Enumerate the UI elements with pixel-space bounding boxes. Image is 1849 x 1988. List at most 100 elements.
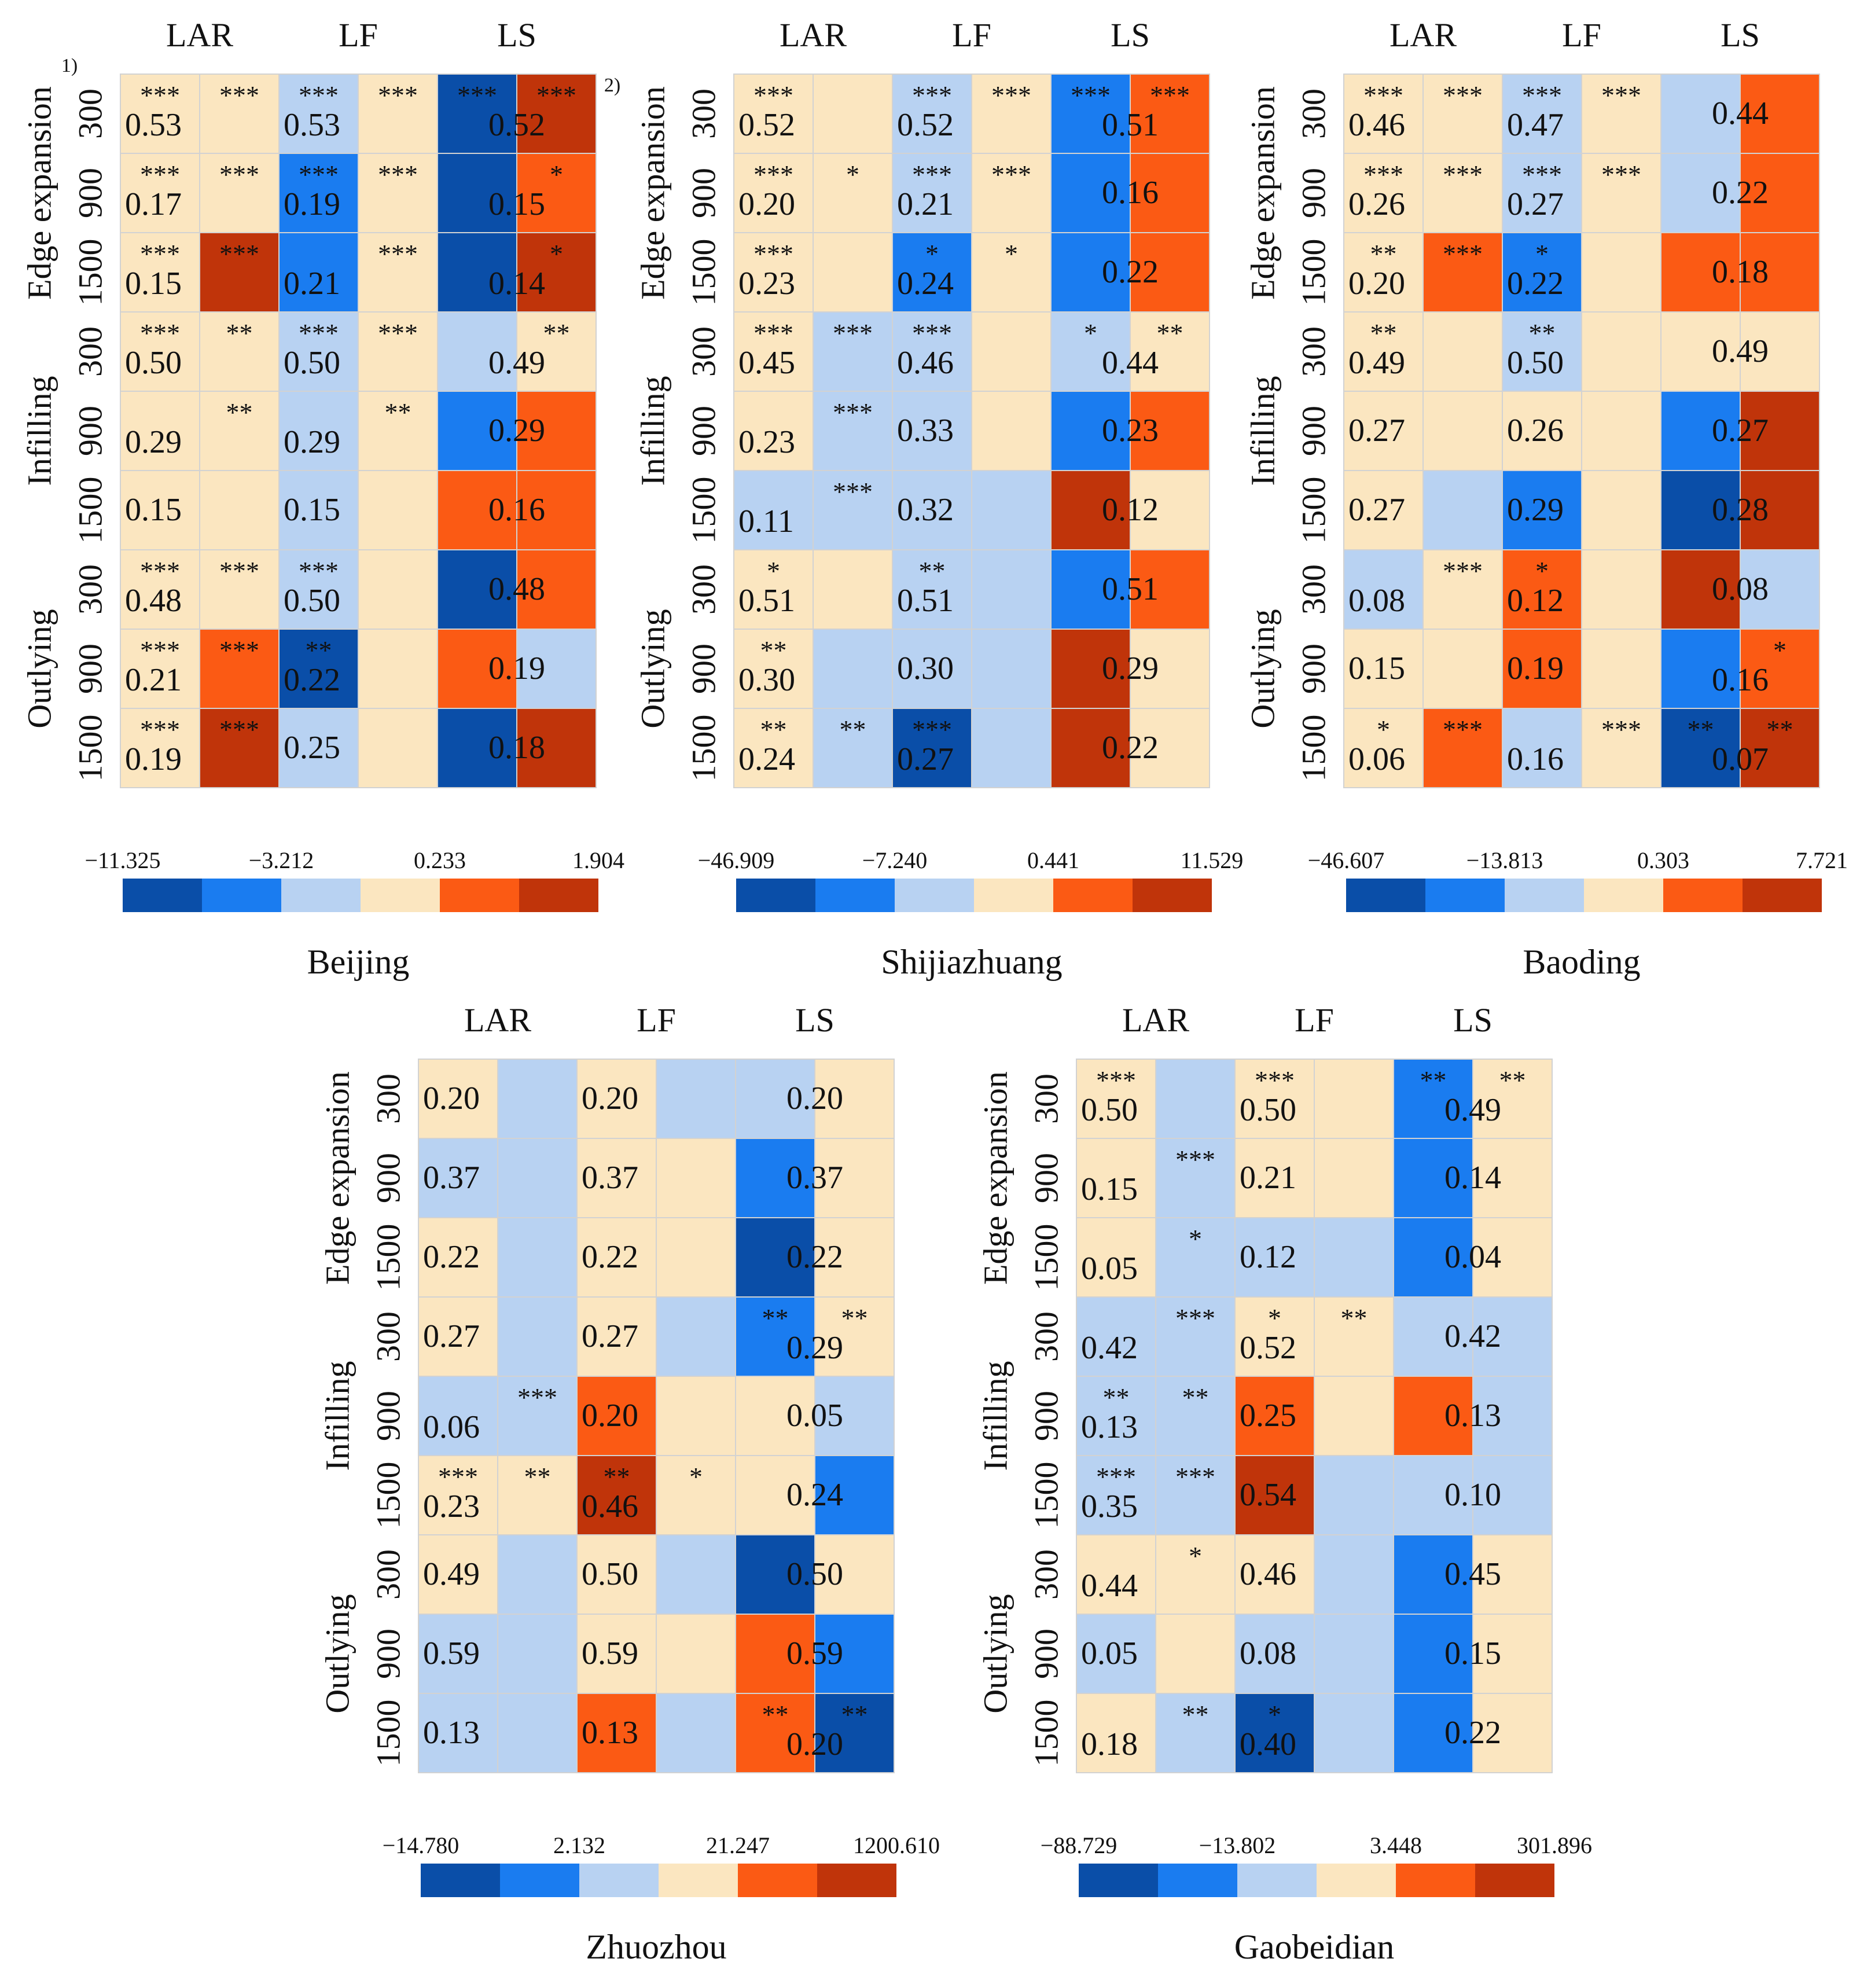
correlation-value: 0.15 <box>1348 651 1405 686</box>
heatmap-cell <box>120 629 200 709</box>
correlation-value: 0.29 <box>284 424 340 460</box>
significance-stars: * <box>1773 635 1786 665</box>
significance-stars: * <box>1005 239 1018 269</box>
distance-label: 1500 <box>1028 1700 1065 1767</box>
correlation-value: 0.23 <box>738 424 795 460</box>
heatmap-cell <box>437 391 517 471</box>
correlation-value: 0.50 <box>1240 1092 1296 1128</box>
heatmap-cell <box>814 1217 895 1298</box>
significance-stars: * <box>1189 1541 1202 1571</box>
heatmap-cell <box>813 629 893 709</box>
heatmap-cell <box>1343 629 1424 709</box>
significance-stars: *** <box>1175 1303 1215 1333</box>
correlation-value: 0.12 <box>1102 492 1159 528</box>
legend-swatch <box>1584 879 1663 912</box>
significance-stars: *** <box>299 80 339 110</box>
group-label: Outlying <box>1244 609 1282 728</box>
heatmap-cell <box>576 1534 657 1615</box>
distance-label: 900 <box>1028 1391 1065 1441</box>
heatmap-cell <box>1130 232 1210 313</box>
correlation-value: 0.50 <box>1081 1092 1138 1128</box>
legend-tick: −88.729 <box>1041 1832 1118 1858</box>
heatmap-cell <box>1422 391 1503 471</box>
heatmap-cell <box>656 1217 736 1298</box>
distance-label: 900 <box>370 1629 407 1679</box>
correlation-value: 0.15 <box>1081 1171 1138 1207</box>
significance-stars: *** <box>1150 80 1190 110</box>
heatmap-cell <box>1581 708 1661 788</box>
significance-stars: ** <box>1420 1065 1447 1095</box>
heatmap-cell <box>1343 153 1424 233</box>
heatmap-cell <box>1502 470 1582 550</box>
correlation-value: 0.26 <box>1507 413 1564 449</box>
heatmap-cell <box>1472 1614 1553 1694</box>
distance-label: 1500 <box>72 715 109 782</box>
correlation-value: 0.53 <box>284 107 340 143</box>
heatmap-cell <box>1472 1296 1553 1377</box>
heatmap-cell <box>1234 1376 1315 1456</box>
legend-swatch <box>440 879 519 912</box>
significance-stars: *** <box>753 80 793 110</box>
correlation-value: 0.07 <box>1712 741 1769 777</box>
heatmap-cell <box>1130 74 1210 154</box>
significance-stars: * <box>767 556 780 586</box>
heatmap-cell <box>892 74 972 154</box>
legend-tick: −46.607 <box>1308 847 1385 873</box>
heatmap-cell <box>1314 1059 1394 1139</box>
correlation-value: 0.28 <box>1712 492 1769 528</box>
distance-label: 900 <box>1028 1629 1065 1679</box>
significance-stars: *** <box>1443 80 1483 110</box>
heatmap-cell <box>1130 391 1210 471</box>
correlation-value: 0.37 <box>786 1160 843 1196</box>
significance-stars: ** <box>1182 1700 1209 1729</box>
legend-tick: 7.721 <box>1796 847 1848 873</box>
significance-stars: *** <box>536 80 576 110</box>
correlation-value: 0.21 <box>125 662 182 698</box>
correlation-value: 0.15 <box>488 186 545 222</box>
heatmap-cell <box>971 549 1052 630</box>
correlation-value: 0.24 <box>897 266 954 302</box>
legend-tick: 11.529 <box>1181 847 1244 873</box>
correlation-value: 0.27 <box>1348 413 1405 449</box>
significance-stars: *** <box>1522 80 1562 110</box>
correlation-value: 0.21 <box>897 186 954 222</box>
correlation-value: 0.52 <box>738 107 795 143</box>
heatmap-cell <box>278 708 359 788</box>
heatmap-cell <box>1393 1296 1473 1377</box>
legend-tick: −46.909 <box>698 847 775 873</box>
legend-swatch <box>659 1864 738 1897</box>
heatmap-cell <box>1076 1455 1156 1535</box>
correlation-value: 0.46 <box>582 1489 638 1524</box>
heatmap-cell <box>1076 1693 1156 1773</box>
significance-stars: ** <box>1499 1065 1526 1095</box>
legend-swatch <box>1396 1864 1475 1897</box>
distance-label: 1500 <box>370 1224 407 1291</box>
group-label: Infilling <box>977 1361 1014 1471</box>
metric-header: LS <box>497 16 536 54</box>
correlation-value: 0.27 <box>1348 492 1405 528</box>
heatmap-cell <box>1076 1138 1156 1218</box>
heatmap-cell <box>1314 1217 1394 1298</box>
correlation-value: 0.47 <box>1507 107 1564 143</box>
heatmap-cell <box>497 1138 578 1218</box>
heatmap-cell <box>1155 1138 1236 1218</box>
legend-swatch <box>817 1864 896 1897</box>
heatmap-cell <box>199 311 280 392</box>
correlation-value: 0.19 <box>488 651 545 686</box>
metric-header: LS <box>1453 1001 1493 1039</box>
significance-stars: *** <box>378 239 418 269</box>
correlation-value: 0.18 <box>488 730 545 766</box>
distance-label: 900 <box>370 1391 407 1441</box>
correlation-value: 0.52 <box>1240 1330 1296 1366</box>
heatmap-cell <box>1740 311 1820 392</box>
heatmap-cell <box>733 153 814 233</box>
correlation-value: 0.32 <box>897 492 954 528</box>
heatmap-cell <box>1076 1059 1156 1139</box>
legend-swatch <box>361 879 440 912</box>
significance-stars: ** <box>226 318 253 348</box>
heatmap-cell <box>1050 629 1131 709</box>
significance-stars: *** <box>1443 715 1483 744</box>
correlation-value: 0.27 <box>1507 186 1564 222</box>
heatmap-cell <box>1740 74 1820 154</box>
heatmap-cell <box>437 311 517 392</box>
